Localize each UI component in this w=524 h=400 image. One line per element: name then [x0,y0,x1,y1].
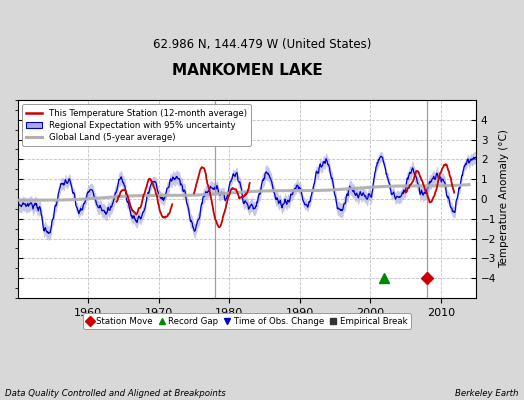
Text: 62.986 N, 144.479 W (United States): 62.986 N, 144.479 W (United States) [153,38,371,51]
Title: MANKOMEN LAKE: MANKOMEN LAKE [171,63,322,78]
Y-axis label: Temperature Anomaly (°C): Temperature Anomaly (°C) [499,130,509,268]
Legend: Station Move, Record Gap, Time of Obs. Change, Empirical Break: Station Move, Record Gap, Time of Obs. C… [83,313,411,329]
Text: Data Quality Controlled and Aligned at Breakpoints: Data Quality Controlled and Aligned at B… [5,389,226,398]
Text: Berkeley Earth: Berkeley Earth [455,389,519,398]
